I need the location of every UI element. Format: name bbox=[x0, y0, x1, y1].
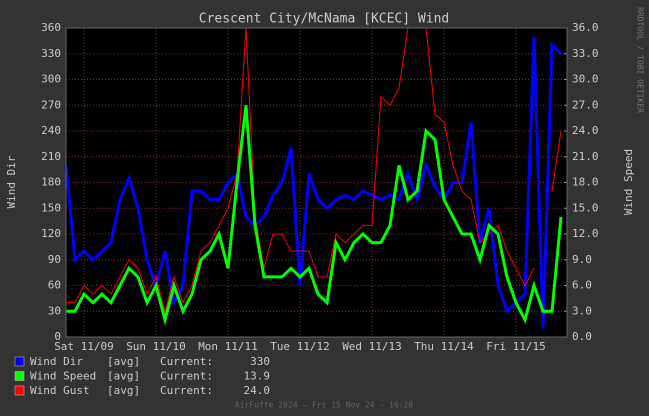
x-tick-label: Sat 11/09 bbox=[54, 340, 114, 353]
y-tick-label: 180 bbox=[41, 176, 61, 189]
legend-swatch bbox=[14, 356, 25, 367]
legend-current: 24.0 bbox=[244, 384, 271, 397]
y-tick-label: 60 bbox=[48, 279, 61, 292]
y2-tick-label: 9.0 bbox=[572, 253, 592, 266]
y2-tick-label: 12.0 bbox=[572, 227, 599, 240]
y-tick-label: 210 bbox=[41, 150, 61, 163]
footer: AirFuffe 2024 — Fri 15 Nov 24 - 16:20 bbox=[235, 401, 413, 410]
y2-tick-label: 6.0 bbox=[572, 279, 592, 292]
chart-title: Crescent City/McNama [KCEC] Wind bbox=[199, 12, 449, 27]
y2-tick-label: 36.0 bbox=[572, 21, 599, 34]
y2-axis-label: Wind Speed bbox=[622, 149, 635, 215]
plot-frame bbox=[65, 27, 568, 338]
x-tick-label: Thu 11/14 bbox=[414, 340, 474, 353]
y-tick-label: 30 bbox=[48, 304, 61, 317]
legend-text: [avg] Current: bbox=[107, 384, 213, 397]
legend-text: [avg] Current: bbox=[107, 355, 213, 368]
series-line bbox=[64, 36, 563, 329]
legend-current: 13.9 bbox=[244, 370, 271, 383]
y-tick-label: 90 bbox=[48, 253, 61, 266]
y-tick-label: 300 bbox=[41, 73, 61, 86]
legend-name: Wind Gust bbox=[30, 384, 90, 397]
y2-tick-label: 0.0 bbox=[572, 330, 592, 343]
y2-tick-label: 33.0 bbox=[572, 47, 599, 60]
y2-tick-label: 3.0 bbox=[572, 304, 592, 317]
x-tick-label: Wed 11/13 bbox=[342, 340, 402, 353]
series-line bbox=[66, 27, 562, 314]
y-tick-label: 120 bbox=[41, 227, 61, 240]
y-tick-label: 330 bbox=[41, 47, 61, 60]
y2-tick-label: 24.0 bbox=[572, 124, 599, 137]
y-tick-label: 270 bbox=[41, 98, 61, 111]
y-tick-label: 150 bbox=[41, 201, 61, 214]
y2-tick-label: 30.0 bbox=[572, 73, 599, 86]
series-line bbox=[66, 105, 563, 326]
x-tick-label: Mon 11/11 bbox=[198, 340, 258, 353]
x-tick-label: Fri 11/15 bbox=[486, 340, 546, 353]
y2-tick-label: 27.0 bbox=[572, 98, 599, 111]
y-tick-label: 0 bbox=[54, 330, 61, 343]
legend-swatch bbox=[14, 371, 25, 381]
legend-swatch bbox=[14, 385, 25, 396]
y2-tick-label: 18.0 bbox=[572, 176, 599, 189]
legend-name: Wind Speed bbox=[30, 370, 96, 383]
x-tick-label: Sun 11/10 bbox=[126, 340, 186, 353]
y-tick-label: 360 bbox=[41, 21, 61, 34]
y2-tick-label: 21.0 bbox=[572, 150, 599, 163]
legend-current: 330 bbox=[250, 355, 270, 368]
y-axis-label: Wind Dir bbox=[5, 155, 18, 208]
y2-tick-label: 15.0 bbox=[572, 201, 599, 214]
y-tick-label: 240 bbox=[41, 124, 61, 137]
x-tick-label: Tue 11/12 bbox=[270, 340, 330, 353]
watermark: RRDTOOL / TOBI OETIKER bbox=[636, 7, 645, 113]
legend-text: [avg] Current: bbox=[107, 370, 213, 383]
legend-name: Wind Dir bbox=[30, 355, 83, 368]
